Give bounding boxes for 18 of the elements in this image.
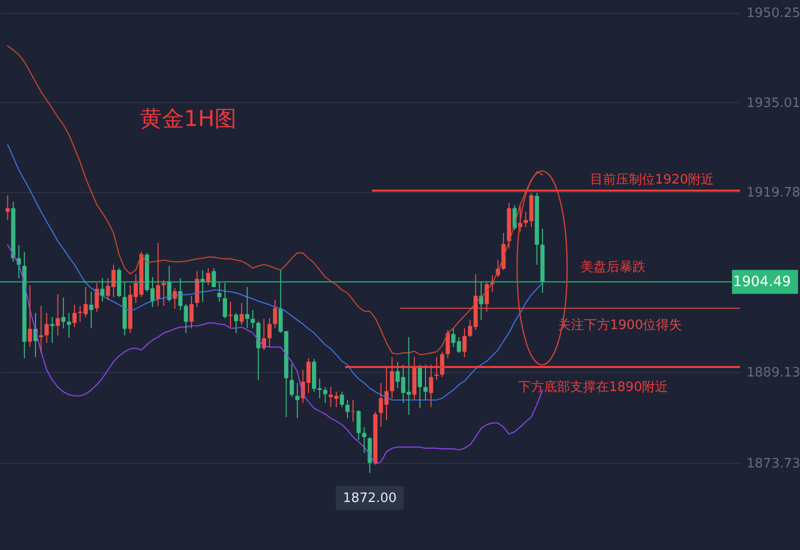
text: 黄金1H图 bbox=[140, 106, 237, 134]
candlestick bbox=[228, 301, 233, 328]
candlestick bbox=[50, 316, 54, 344]
candlestick bbox=[6, 194, 10, 220]
ref-line-label: 目前压制位1920附近 bbox=[590, 172, 714, 188]
candlestick bbox=[350, 400, 356, 422]
y-tick-label: 1935.01 bbox=[746, 96, 800, 111]
y-tick-label: 1950.25 bbox=[746, 6, 800, 22]
line-series bbox=[7, 45, 544, 356]
line-series bbox=[7, 244, 544, 465]
ref-line-label: 1904.49 bbox=[733, 274, 791, 290]
y-tick-label: 1889.13 bbox=[746, 366, 800, 381]
ref-line-label: 下方底部支撑在1890附近 bbox=[518, 379, 668, 396]
candlestick bbox=[434, 356, 439, 380]
text: 美盘后暴跌 bbox=[580, 258, 646, 275]
y-tick-label: 1873.73 bbox=[746, 456, 800, 472]
annotation: 1872.00 bbox=[342, 490, 397, 506]
y-tick-label: 1919.78 bbox=[746, 185, 800, 200]
